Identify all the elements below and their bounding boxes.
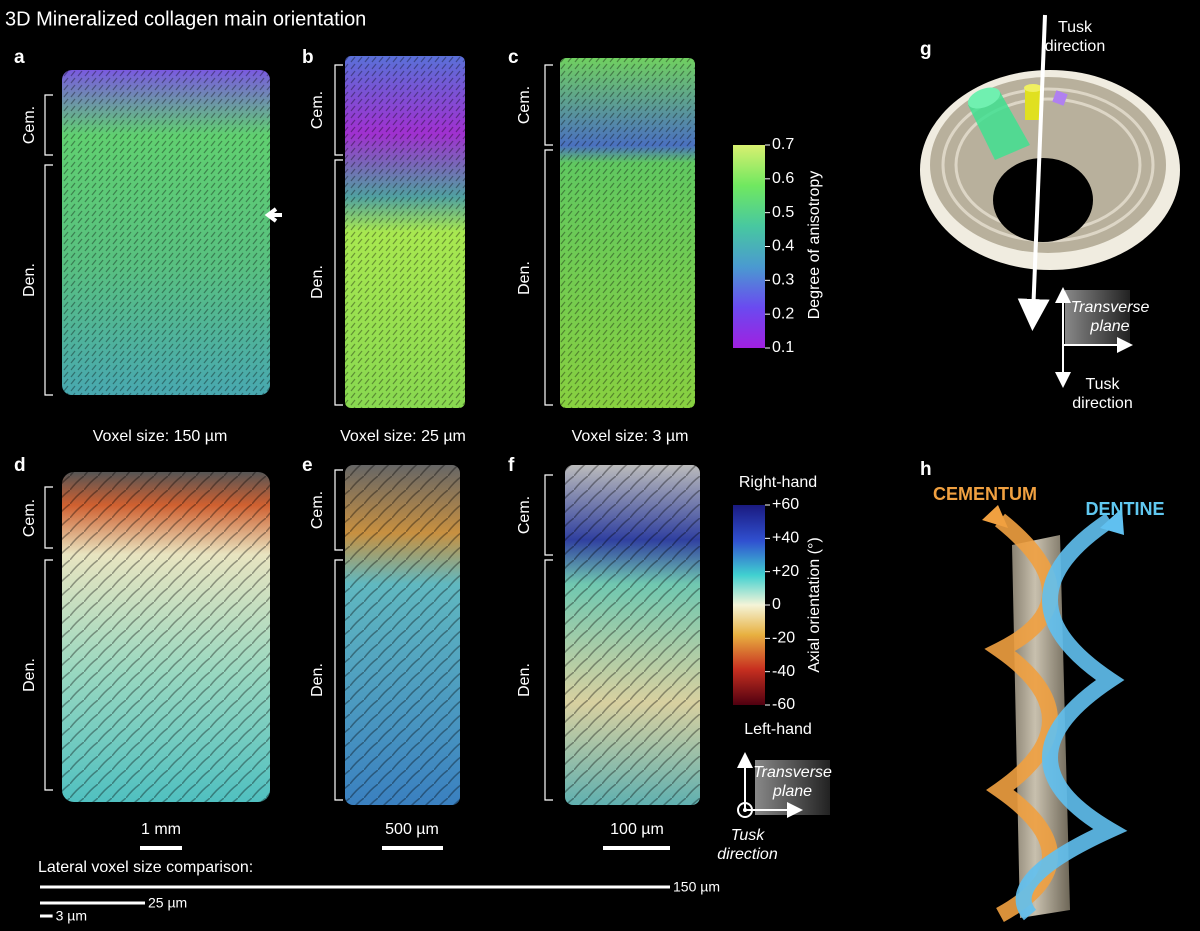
scale-bar-label: 500 µm <box>385 821 439 838</box>
voxel-comparison: 150 µm 25 µm 3 µm <box>40 879 720 924</box>
transverse-plane-label: Transverse plane <box>1070 299 1150 335</box>
orientation-colorbar <box>733 505 765 705</box>
colorbar-tick-label: -60 <box>772 696 795 713</box>
region-label: Cem. <box>516 496 533 534</box>
region-label: Cem. <box>309 491 326 529</box>
tusk-direction-label: Tusk direction <box>717 827 778 863</box>
colorbar-end-label: Right-hand <box>739 474 817 491</box>
panel-label: b <box>302 47 314 68</box>
comparison-label: 150 µm <box>673 879 720 895</box>
transverse-plane-label: Transverse plane <box>753 764 832 800</box>
panel-label: e <box>302 455 313 476</box>
panel-label: g <box>920 39 932 60</box>
comparison-label: 25 µm <box>148 895 187 911</box>
colorbar-tick-label: +20 <box>772 563 799 580</box>
colorbar-tick-label: 0.2 <box>772 305 794 322</box>
anisotropy-colorbar <box>733 145 765 348</box>
colorbar-tick-label: 0.3 <box>772 272 794 289</box>
panel-images <box>62 56 700 805</box>
figure-title: 3D Mineralized collagen main orientation <box>5 8 366 30</box>
colorbar-tick-label: +60 <box>772 496 799 513</box>
comparison-label: 3 µm <box>56 908 87 924</box>
tusk-direction-label: Tusk direction <box>1044 19 1106 55</box>
region-label: Den. <box>516 663 533 697</box>
region-label: Den. <box>21 658 38 692</box>
tusk-direction-label: Tusk direction <box>1072 376 1133 412</box>
arrow-marker <box>264 207 282 223</box>
region-label: Cem. <box>21 499 38 537</box>
voxel-size-label: Voxel size: 3 µm <box>572 428 689 445</box>
colorbar-tick-label: -20 <box>772 630 795 647</box>
scale-bar-label: 1 mm <box>141 821 181 838</box>
region-label: Cem. <box>516 86 533 124</box>
panel-label: c <box>508 47 519 68</box>
region-label: Den. <box>516 261 533 295</box>
colorbar-tick-label: +40 <box>772 530 799 547</box>
voxel-size-label: Voxel size: 150 µm <box>93 428 228 445</box>
panel-label: a <box>14 47 25 68</box>
colorbar-tick-label: 0.5 <box>772 204 794 221</box>
voxel-size-label: Voxel size: 25 µm <box>340 428 466 445</box>
region-brackets <box>44 64 553 801</box>
panel-label: h <box>920 459 932 480</box>
colorbar-title: Degree of anisotropy <box>806 171 823 320</box>
colorbar-title: Axial orientation (°) <box>806 537 823 672</box>
colorbar-end-label: Left-hand <box>744 721 812 738</box>
region-label: Den. <box>309 265 326 299</box>
cementum-label: CEMENTUM <box>933 484 1037 504</box>
panel-g-image <box>920 14 1180 388</box>
region-label: Cem. <box>309 91 326 129</box>
region-label: Cem. <box>21 106 38 144</box>
colorbar-tick-label: 0.4 <box>772 238 794 255</box>
colorbar-tick-label: 0.1 <box>772 339 794 356</box>
colorbar-tick-label: -40 <box>772 663 795 680</box>
axes-diagram <box>737 752 830 818</box>
colorbar-tick-label: 0 <box>772 596 781 613</box>
panel-label: d <box>14 455 26 476</box>
dentine-label: DENTINE <box>1085 499 1164 519</box>
region-label: Den. <box>21 263 38 297</box>
comparison-title: Lateral voxel size comparison: <box>38 859 253 876</box>
colorbar-tick-label: 0.7 <box>772 136 794 153</box>
panel-label: f <box>508 455 515 476</box>
scale-bar-label: 100 µm <box>610 821 664 838</box>
panel-h-image <box>982 505 1128 923</box>
region-label: Den. <box>309 663 326 697</box>
colorbar-tick-label: 0.6 <box>772 170 794 187</box>
